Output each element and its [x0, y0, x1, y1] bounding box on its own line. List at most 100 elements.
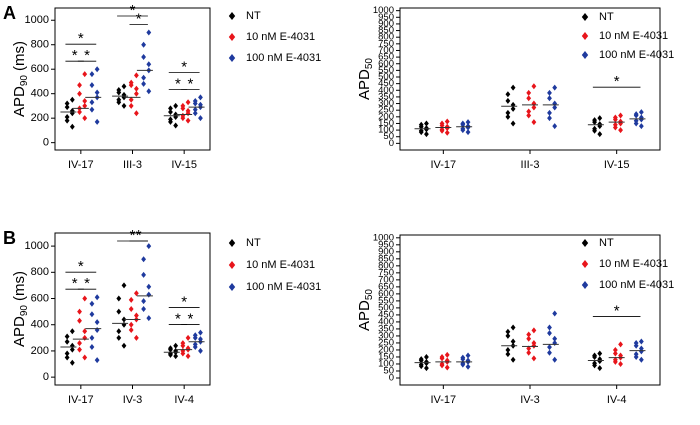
data-point — [128, 326, 134, 333]
x-tick-label: IV-3 — [123, 394, 143, 406]
data-point — [505, 346, 511, 353]
data-point — [116, 87, 122, 94]
legend-marker — [581, 13, 589, 21]
data-point — [597, 121, 603, 128]
data-point — [116, 295, 122, 302]
data-point — [618, 112, 623, 119]
data-point — [185, 107, 191, 114]
data-point — [198, 347, 203, 354]
data-point — [82, 115, 88, 122]
y-label-unit: (ms) — [11, 41, 28, 71]
data-point — [134, 110, 139, 117]
significance-label: * — [614, 73, 620, 90]
data-point — [89, 106, 95, 113]
data-point — [612, 121, 618, 128]
data-point — [510, 105, 516, 112]
legend-label: NT — [599, 237, 614, 249]
data-point — [439, 126, 445, 133]
significance-label: * — [130, 227, 136, 244]
y-tick-label: 200 — [378, 344, 394, 355]
significance-label: * — [181, 294, 187, 311]
data-point — [64, 100, 70, 107]
data-point — [121, 316, 127, 323]
data-point — [592, 125, 597, 132]
data-point — [77, 90, 82, 97]
y-tick-label: 800 — [378, 32, 394, 43]
data-point — [69, 342, 75, 349]
y-tick-label: 0 — [43, 371, 49, 383]
data-point — [597, 350, 603, 357]
legend-label: 10 nM E-4031 — [599, 30, 668, 42]
data-point — [592, 352, 597, 359]
legend-marker — [228, 12, 236, 20]
data-point — [121, 83, 127, 90]
y-tick-label: 550 — [378, 65, 394, 76]
data-point — [633, 339, 639, 346]
data-point — [547, 349, 552, 356]
data-point — [180, 102, 186, 109]
data-point — [531, 355, 537, 362]
data-point — [173, 342, 179, 349]
data-point — [69, 346, 75, 353]
data-point — [638, 345, 644, 352]
data-point — [531, 327, 537, 334]
x-tick-label: IV-4 — [174, 394, 194, 406]
data-point — [192, 98, 198, 105]
data-point — [531, 100, 537, 107]
y-tick-label: 700 — [378, 45, 394, 56]
significance-label: * — [187, 75, 193, 92]
data-point — [141, 298, 146, 305]
y-tick-label: 600 — [31, 292, 49, 304]
data-point — [531, 83, 537, 90]
significance-label: * — [175, 75, 181, 92]
data-point — [141, 41, 146, 48]
data-point — [618, 118, 623, 125]
data-point — [64, 113, 70, 120]
data-point — [94, 294, 100, 301]
data-point — [82, 295, 88, 302]
data-point — [638, 123, 644, 130]
legend-label: 10 nM E-4031 — [599, 258, 668, 270]
data-point — [173, 122, 179, 129]
data-point — [465, 119, 471, 126]
x-tick-label: IV-17 — [68, 394, 94, 406]
y-label-main: APD — [356, 69, 373, 100]
data-point — [94, 357, 100, 364]
x-tick-label: IV-4 — [607, 394, 627, 406]
legend-label: NT — [246, 237, 261, 249]
data-point — [89, 82, 95, 89]
x-tick-label: III-3 — [521, 159, 540, 171]
data-point — [465, 363, 471, 370]
data-point — [77, 346, 82, 353]
x-tick-label: III-3 — [123, 159, 142, 171]
data-point — [69, 359, 75, 366]
data-point — [638, 356, 644, 363]
significance-label: * — [181, 58, 187, 75]
data-point — [134, 85, 139, 92]
y-tick-label: 600 — [378, 58, 394, 69]
data-point — [444, 364, 450, 371]
data-point — [460, 120, 466, 127]
data-point — [185, 353, 191, 360]
data-point — [69, 123, 75, 130]
data-point — [618, 360, 623, 367]
y-tick-label: 300 — [378, 330, 394, 341]
data-point — [418, 356, 424, 363]
y-tick-label: 150 — [378, 118, 394, 129]
data-point — [612, 356, 618, 363]
y-tick-label: 600 — [378, 288, 394, 299]
data-point — [505, 351, 511, 358]
data-point — [89, 71, 95, 78]
data-point — [69, 328, 75, 335]
data-point — [638, 338, 644, 345]
legend-marker — [581, 32, 589, 40]
data-point — [168, 345, 173, 352]
data-point — [547, 109, 552, 116]
data-point — [198, 115, 203, 122]
data-point — [552, 104, 558, 111]
data-point — [64, 338, 70, 345]
y-tick-label: 500 — [378, 72, 394, 83]
data-point — [89, 300, 95, 307]
data-point — [82, 328, 88, 335]
